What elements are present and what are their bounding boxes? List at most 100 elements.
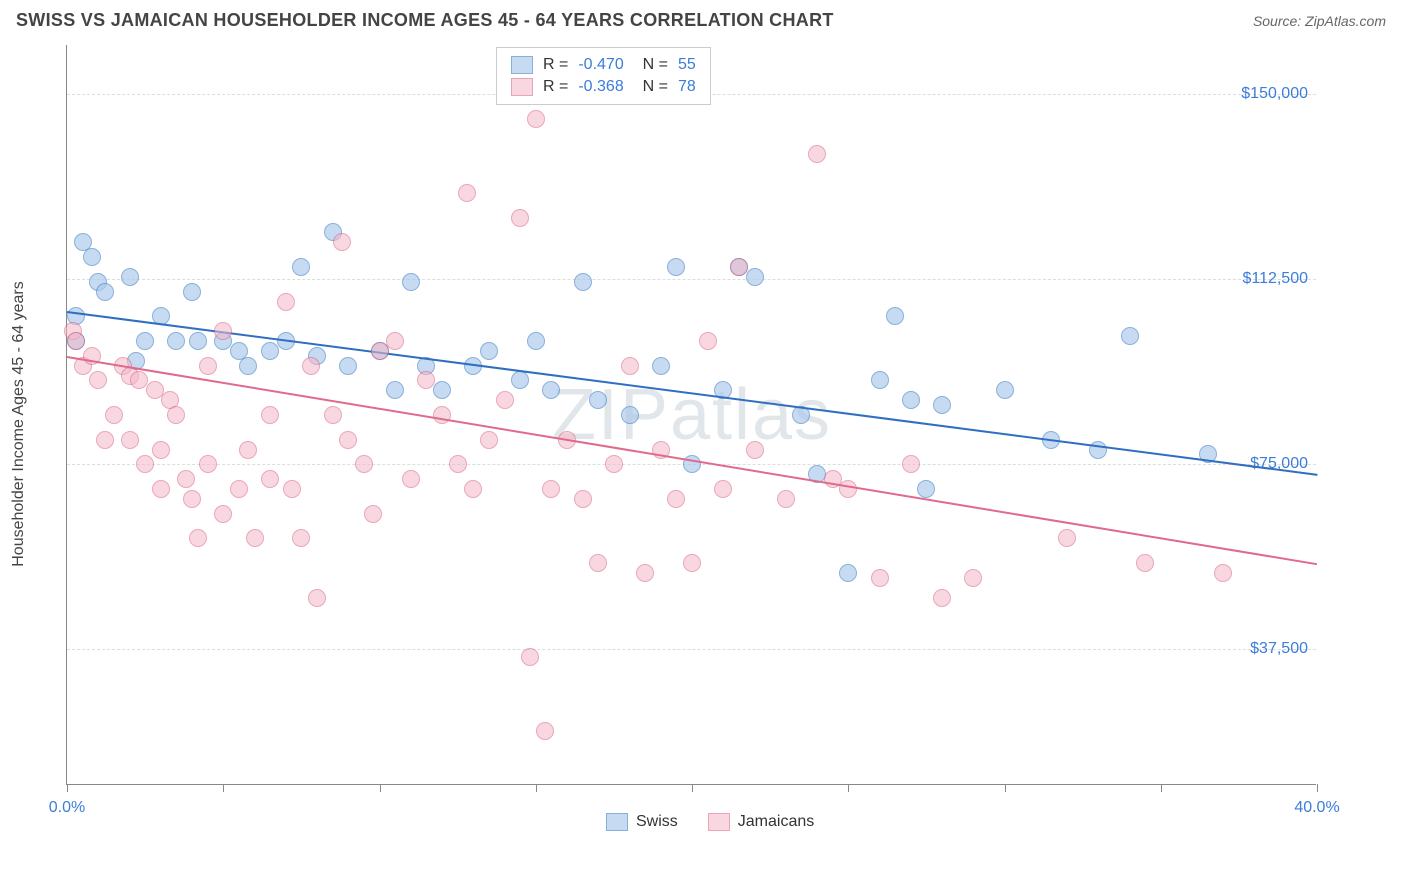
- scatter-point: [230, 480, 248, 498]
- scatter-point: [136, 332, 154, 350]
- scatter-point: [386, 381, 404, 399]
- scatter-point: [277, 293, 295, 311]
- scatter-point: [417, 371, 435, 389]
- scatter-point: [714, 480, 732, 498]
- scatter-point: [189, 332, 207, 350]
- scatter-point: [933, 396, 951, 414]
- scatter-point: [152, 441, 170, 459]
- scatter-point: [808, 145, 826, 163]
- scatter-point: [339, 431, 357, 449]
- scatter-point: [292, 258, 310, 276]
- scatter-point: [1136, 554, 1154, 572]
- legend-swatch: [606, 813, 628, 831]
- stat-r-value: -0.368: [578, 78, 623, 96]
- scatter-point: [67, 332, 85, 350]
- scatter-point: [933, 589, 951, 607]
- scatter-point: [308, 589, 326, 607]
- scatter-point: [433, 381, 451, 399]
- correlation-chart: $37,500$75,000$112,500$150,0000.0%40.0%Z…: [16, 35, 1326, 815]
- x-tick: [1317, 784, 1318, 792]
- scatter-point: [839, 480, 857, 498]
- scatter-point: [324, 406, 342, 424]
- scatter-point: [1089, 441, 1107, 459]
- scatter-point: [777, 490, 795, 508]
- scatter-point: [121, 431, 139, 449]
- scatter-point: [214, 322, 232, 340]
- x-tick: [536, 784, 537, 792]
- chart-header: SWISS VS JAMAICAN HOUSEHOLDER INCOME AGE…: [0, 0, 1406, 35]
- scatter-point: [652, 357, 670, 375]
- scatter-point: [167, 406, 185, 424]
- scatter-point: [542, 480, 560, 498]
- scatter-point: [386, 332, 404, 350]
- stat-n-label: N =: [634, 56, 668, 74]
- gridline: [67, 649, 1316, 650]
- scatter-point: [621, 406, 639, 424]
- scatter-point: [177, 470, 195, 488]
- scatter-point: [183, 283, 201, 301]
- scatter-point: [1214, 564, 1232, 582]
- scatter-point: [121, 268, 139, 286]
- scatter-point: [1121, 327, 1139, 345]
- scatter-point: [621, 357, 639, 375]
- stat-n-value: 55: [678, 56, 696, 74]
- scatter-point: [839, 564, 857, 582]
- scatter-point: [871, 569, 889, 587]
- scatter-point: [152, 480, 170, 498]
- scatter-point: [333, 233, 351, 251]
- scatter-point: [667, 490, 685, 508]
- scatter-point: [511, 209, 529, 227]
- scatter-point: [183, 490, 201, 508]
- scatter-point: [96, 283, 114, 301]
- scatter-point: [96, 431, 114, 449]
- scatter-point: [527, 332, 545, 350]
- scatter-point: [996, 381, 1014, 399]
- scatter-point: [402, 470, 420, 488]
- scatter-point: [199, 455, 217, 473]
- stat-r-label: R =: [543, 78, 568, 96]
- x-tick: [1161, 784, 1162, 792]
- legend-swatch: [511, 78, 533, 96]
- scatter-point: [574, 273, 592, 291]
- x-tick-label: 0.0%: [49, 799, 85, 817]
- scatter-point: [542, 381, 560, 399]
- scatter-point: [339, 357, 357, 375]
- stats-row: R = -0.470 N = 55: [511, 54, 696, 76]
- scatter-point: [902, 455, 920, 473]
- scatter-point: [480, 431, 498, 449]
- scatter-point: [683, 554, 701, 572]
- scatter-point: [302, 357, 320, 375]
- scatter-point: [536, 722, 554, 740]
- x-tick: [223, 784, 224, 792]
- y-tick-label: $112,500: [1242, 270, 1308, 288]
- stat-r-label: R =: [543, 56, 568, 74]
- scatter-point: [1058, 529, 1076, 547]
- y-axis-label: Householder Income Ages 45 - 64 years: [10, 281, 28, 567]
- x-tick: [1005, 784, 1006, 792]
- scatter-point: [239, 357, 257, 375]
- scatter-point: [902, 391, 920, 409]
- scatter-point: [521, 648, 539, 666]
- stat-n-label: N =: [634, 78, 668, 96]
- scatter-point: [214, 505, 232, 523]
- legend-item: Jamaicans: [708, 813, 814, 831]
- scatter-point: [355, 455, 373, 473]
- scatter-point: [480, 342, 498, 360]
- scatter-point: [496, 391, 514, 409]
- scatter-point: [364, 505, 382, 523]
- stat-n-value: 78: [678, 78, 696, 96]
- y-tick-label: $37,500: [1250, 640, 1308, 658]
- scatter-point: [292, 529, 310, 547]
- scatter-point: [189, 529, 207, 547]
- x-tick: [692, 784, 693, 792]
- scatter-point: [589, 391, 607, 409]
- gridline: [67, 279, 1316, 280]
- scatter-point: [199, 357, 217, 375]
- scatter-point: [261, 342, 279, 360]
- scatter-point: [574, 490, 592, 508]
- scatter-point: [89, 371, 107, 389]
- series-legend: SwissJamaicans: [606, 813, 814, 831]
- scatter-point: [730, 258, 748, 276]
- stats-row: R = -0.368 N = 78: [511, 76, 696, 98]
- scatter-point: [167, 332, 185, 350]
